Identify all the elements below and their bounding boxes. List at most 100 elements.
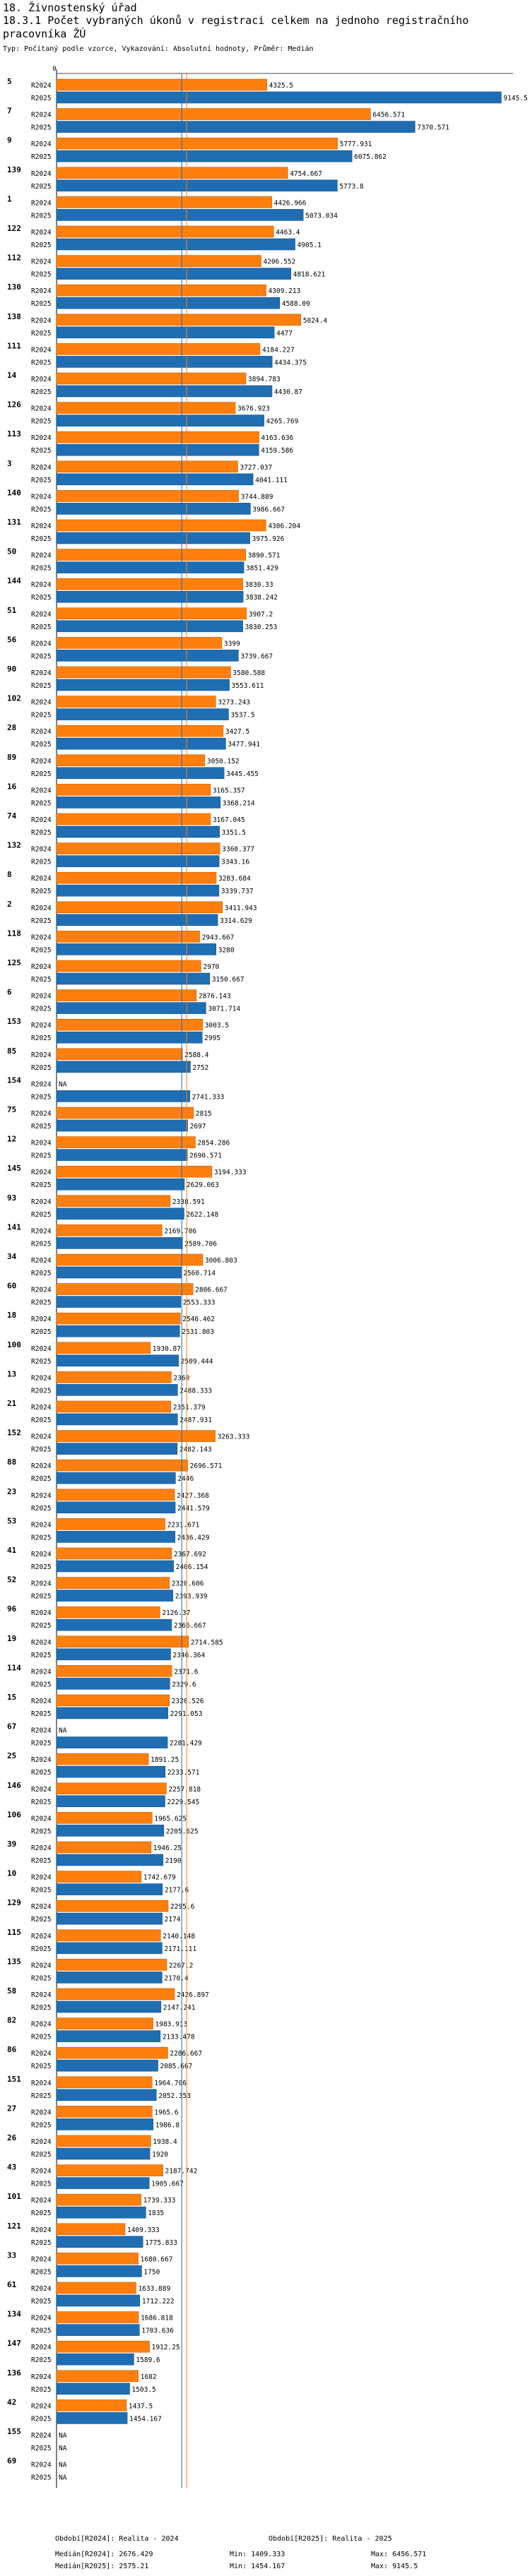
data-label: 1409.333 (127, 2226, 160, 2234)
data-label: NA (59, 2462, 67, 2469)
data-label: 2741.333 (192, 1093, 225, 1101)
series-tick-label: R2024 (31, 787, 52, 794)
data-label: 2126.37 (162, 1609, 190, 1617)
category-label: 5 (7, 77, 12, 86)
data-bar (56, 1031, 203, 1044)
data-bar (56, 1883, 163, 1895)
chart-subtitle: 18.3.1 Počet vybraných úkonů v registrac… (3, 14, 469, 40)
category-label: 41 (7, 1546, 17, 1555)
category-label: 96 (7, 1604, 17, 1614)
data-bar (56, 813, 211, 825)
category-label: 152 (7, 1429, 21, 1438)
data-label: 2406.154 (176, 1563, 208, 1571)
category-label: 125 (7, 958, 21, 967)
category-label: 18 (7, 1311, 16, 1320)
series-tick-label: R2025 (31, 1563, 52, 1571)
data-bar (56, 1765, 166, 1778)
series-tick-label: R2025 (31, 330, 52, 338)
data-bar (56, 473, 254, 486)
series-tick-label: R2025 (31, 212, 52, 220)
data-label: NA (59, 1080, 67, 1088)
data-bar (56, 2118, 154, 2130)
data-label: 2970 (203, 963, 219, 971)
series-tick-label: R2025 (31, 1123, 52, 1131)
data-bar (56, 91, 502, 104)
data-label: 2371.6 (174, 1668, 199, 1676)
series-tick-label: R2024 (31, 1756, 52, 1764)
data-label: 3830.33 (245, 581, 273, 589)
category-label: 74 (7, 811, 17, 821)
category-label: 75 (7, 1105, 16, 1114)
data-label: 1712.222 (142, 2298, 175, 2306)
category-label: 139 (7, 165, 21, 174)
series-tick-label: R2024 (31, 934, 52, 941)
data-bar (56, 121, 416, 133)
series-tick-label: R2024 (31, 1521, 52, 1529)
series-tick-label: R2025 (31, 976, 52, 984)
category-label: 60 (7, 1282, 16, 1291)
series-tick-label: R2025 (31, 1240, 52, 1248)
data-label: 3280 (218, 946, 235, 954)
data-bar (56, 1531, 175, 1543)
series-tick-label: R2024 (31, 1051, 52, 1059)
category-label: 34 (7, 1252, 17, 1261)
series-tick-label: R2024 (31, 1668, 52, 1676)
data-label: 1437.5 (129, 2402, 153, 2410)
data-label: 3739.667 (240, 652, 273, 660)
series-tick-label: R2025 (31, 1652, 52, 1659)
data-bar (56, 1929, 161, 1942)
data-label: 3986.667 (252, 506, 285, 513)
category-label: 56 (7, 635, 17, 644)
category-label: 138 (7, 312, 21, 321)
data-bar (56, 561, 245, 573)
data-bar (56, 503, 251, 515)
category-label: 112 (7, 254, 21, 263)
series-tick-label: R2024 (31, 2138, 52, 2146)
series-tick-label: R2025 (31, 506, 52, 513)
data-label: 4588.09 (282, 300, 310, 308)
data-bar (56, 1959, 167, 1971)
series-tick-label: R2024 (31, 1580, 52, 1588)
series-tick-label: R2025 (31, 1916, 52, 1924)
footer-median-2024: Medián[R2024]: 2676.429 (55, 2551, 153, 2558)
data-bar (56, 460, 238, 473)
data-label: 1920 (152, 2151, 168, 2159)
data-bar (56, 326, 275, 339)
footer-min-2024: Min: 1409.333 (230, 2551, 285, 2558)
series-tick-label: R2024 (31, 2344, 52, 2351)
data-label: 4163.636 (261, 434, 294, 442)
series-tick-label: R2024 (31, 552, 52, 560)
series-tick-label: R2024 (31, 346, 52, 354)
data-label: 4265.769 (266, 418, 299, 426)
data-bar (56, 871, 217, 884)
data-label: 1965.6 (154, 2109, 179, 2116)
series-tick-label: R2025 (31, 1475, 52, 1483)
series-tick-label: R2025 (31, 917, 52, 925)
series-tick-label: R2024 (31, 493, 52, 501)
data-label: 2876.143 (199, 993, 231, 1001)
footer-period-2024: Období[R2024]: Realita - 2024 (55, 2535, 179, 2543)
data-label: 3445.455 (226, 770, 259, 778)
data-label: 3050.152 (207, 758, 240, 765)
data-label: 1983.913 (155, 2021, 188, 2029)
data-bar (56, 2177, 150, 2189)
series-tick-label: R2024 (31, 2226, 52, 2234)
chart-type-note: Typ: Počítaný podle vzorce, Vykazování: … (3, 45, 314, 53)
data-bar (56, 1795, 165, 1808)
data-label: 5773.8 (339, 183, 364, 191)
data-bar (56, 724, 224, 737)
data-bar (56, 1665, 172, 1677)
data-label: 4325.5 (269, 82, 293, 90)
series-tick-label: R2024 (31, 1903, 52, 1911)
data-label: 4159.586 (261, 447, 293, 455)
category-label: 134 (7, 2310, 21, 2319)
data-label: 3894.783 (248, 376, 281, 383)
data-label: 2426.897 (177, 1991, 209, 1999)
series-tick-label: R2024 (31, 1727, 52, 1735)
data-bar (56, 150, 353, 162)
data-label: 4434.375 (274, 359, 307, 366)
data-bar (56, 666, 231, 679)
data-label: 2346.364 (172, 1652, 205, 1659)
series-tick-label: R2024 (31, 1080, 52, 1088)
category-label: 52 (7, 1575, 16, 1585)
